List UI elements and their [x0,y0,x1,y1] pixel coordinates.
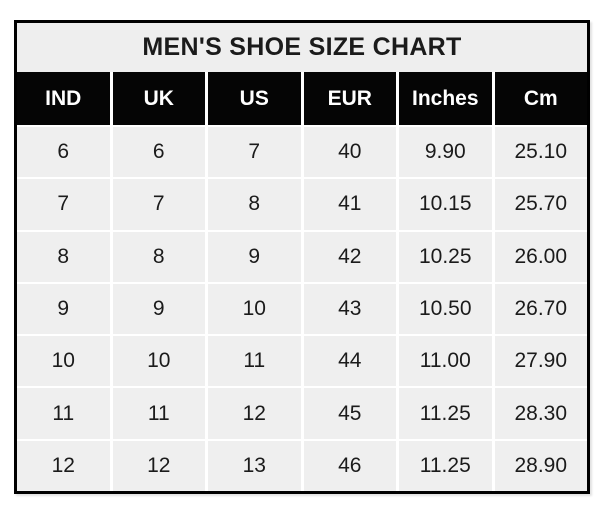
table-cell-inches-row2: 10.15 [399,179,492,230]
table-cell-inches-row6: 11.25 [399,388,492,439]
table-cell-eur-row1: 40 [303,127,396,178]
header-cell-us: US [208,72,301,125]
table-cell-inches-row5: 11.00 [399,336,492,387]
table-cell-cm-row6: 28.30 [494,388,587,439]
table-header-row: IND UK US EUR Inches Cm [17,72,587,125]
table-cell-cm-row5: 27.90 [494,336,587,387]
table-cell-eur-row7: 46 [303,440,396,491]
table-cell-us-row1: 7 [208,127,301,178]
table-cell-uk-row5: 10 [112,336,205,387]
table-cell-ind-row4: 9 [17,283,110,335]
table-cell-eur-row2: 41 [303,179,396,230]
table-cell-cm-row1: 25.10 [494,127,587,178]
table-cell-uk-row4: 9 [112,283,205,335]
header-cell-inches: Inches [399,72,492,125]
header-cell-cm: Cm [494,72,587,125]
table-cell-cm-row7: 28.90 [494,440,587,491]
table-cell-ind-row3: 8 [17,231,110,282]
table-cell-inches-row1: 9.90 [399,127,492,178]
table-cell-ind-row1: 6 [17,127,110,178]
table-cell-us-row2: 8 [208,179,301,230]
table-cell-us-row5: 11 [208,336,301,387]
header-cell-eur: EUR [303,72,396,125]
table-cell-ind-row5: 10 [17,336,110,387]
table-cell-eur-row3: 42 [303,231,396,282]
table-cell-ind-row6: 11 [17,388,110,439]
table-cell-eur-row4: 43 [303,283,396,335]
table-cell-uk-row2: 7 [112,179,205,230]
table-cell-uk-row3: 8 [112,231,205,282]
table-cell-inches-row3: 10.25 [399,231,492,282]
table-cell-uk-row6: 11 [112,388,205,439]
header-cell-uk: UK [112,72,205,125]
table-cell-cm-row3: 26.00 [494,231,587,282]
table-cell-uk-row7: 12 [112,440,205,491]
table-cell-eur-row6: 45 [303,388,396,439]
table-cell-ind-row2: 7 [17,179,110,230]
table-cell-us-row7: 13 [208,440,301,491]
table-body: 6 6 7 40 9.90 25.10 7 7 8 41 10.15 25.70 8 8 9 42 10.25 2… [17,127,587,491]
shoe-size-chart: MEN'S SHOE SIZE CHART IND UK US EUR Inches Cm… [14,20,590,494]
table-cell-inches-row4: 10.50 [399,283,492,335]
table-cell-us-row4: 10 [208,283,301,335]
table-cell-eur-row5: 44 [303,336,396,387]
header-cell-ind: IND [17,72,110,125]
table-cell-uk-row1: 6 [112,127,205,178]
table-cell-cm-row4: 26.70 [494,283,587,335]
table-cell-inches-row7: 11.25 [399,440,492,491]
table-cell-us-row3: 9 [208,231,301,282]
chart-title: MEN'S SHOE SIZE CHART [17,23,587,72]
table-cell-us-row6: 12 [208,388,301,439]
table-cell-ind-row7: 12 [17,440,110,491]
table-cell-cm-row2: 25.70 [494,179,587,230]
